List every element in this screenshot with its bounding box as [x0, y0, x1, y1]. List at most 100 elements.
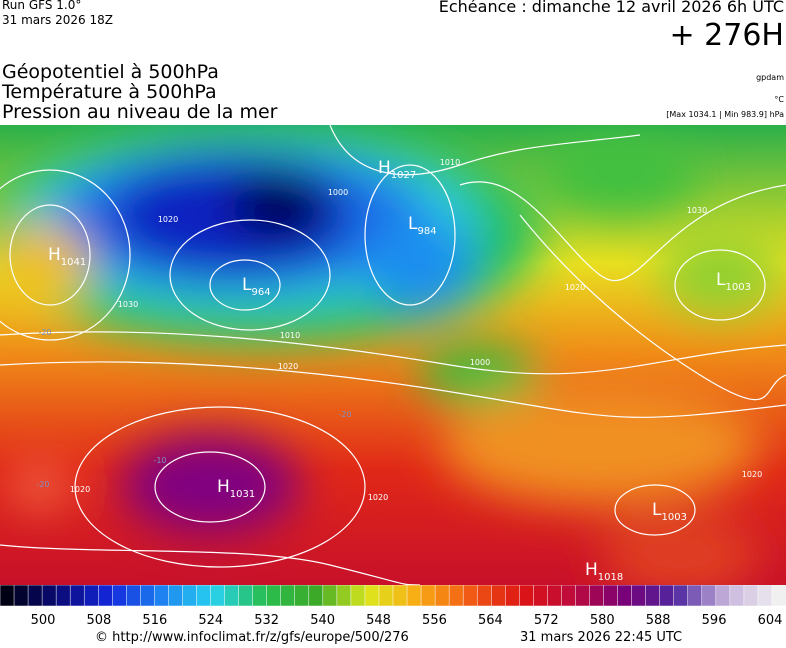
swatch: [182, 585, 198, 607]
scale-label: 532: [254, 613, 279, 628]
unit: [Max 1034.1 | Min 983.9] hPa: [666, 110, 784, 119]
isobar-label: 1020: [278, 362, 298, 371]
swatch: [617, 585, 633, 607]
swatch: [41, 585, 57, 607]
scale-label: 548: [366, 613, 391, 628]
center-kind: L: [716, 270, 726, 290]
scale-label: 580: [590, 613, 615, 628]
swatch: [533, 585, 549, 607]
center-value: 984: [417, 226, 436, 237]
pressure-center: L1003: [716, 270, 751, 293]
swatch: [224, 585, 240, 607]
field: Température à 500hPa: [2, 81, 217, 103]
unit: °C: [774, 95, 784, 104]
swatch: [266, 585, 282, 607]
swatch: [547, 585, 563, 607]
swatch: [476, 585, 493, 607]
temperature-label: -20: [338, 410, 351, 419]
swatch: [701, 585, 717, 607]
swatch: [196, 585, 212, 607]
swatch: [729, 585, 745, 607]
valid-time: Echéance : dimanche 12 avril 2026 6h UTC: [438, 0, 784, 16]
center-kind: H: [217, 477, 230, 497]
swatch: [168, 585, 184, 607]
pressure-center: L1003: [652, 500, 687, 523]
scale-label: 572: [534, 613, 559, 628]
swatch: [238, 585, 254, 607]
pressure-center: H1018: [585, 560, 623, 583]
swatch: [336, 585, 352, 607]
center-kind: L: [408, 214, 418, 234]
isobar-label: 1020: [742, 470, 762, 479]
issued: 31 mars 2026 22:45 UTC: [520, 630, 683, 645]
map: H1027L984H1041L964L1003H1031L1003H101810…: [0, 125, 786, 585]
swatch: [322, 585, 338, 607]
isobar-label: 1030: [118, 300, 138, 309]
scale-label: 524: [198, 613, 223, 628]
lead-time: + 276H: [669, 18, 785, 53]
isobar-label: 1020: [565, 283, 585, 292]
scale-label: 508: [87, 613, 112, 628]
swatch: [589, 585, 605, 607]
swatch: [743, 585, 759, 607]
swatch: [659, 585, 675, 607]
field: Pression au niveau de la mer: [2, 101, 278, 123]
center-value: 1031: [230, 489, 255, 500]
center-kind: H: [378, 158, 391, 178]
isobar-label: 1020: [368, 493, 388, 502]
swatch: [55, 585, 71, 607]
isobar-label: 1000: [328, 188, 348, 197]
swatch: [210, 585, 226, 607]
source: © http://www.infoclimat.fr/z/gfs/europe/…: [95, 630, 409, 645]
temperature-label: -20: [38, 328, 51, 337]
swatch: [687, 585, 703, 607]
swatch: [392, 585, 408, 607]
field: Géopotentiel à 500hPa: [2, 61, 219, 83]
swatch: [154, 585, 170, 607]
scale-label: 604: [758, 613, 783, 628]
center-kind: H: [48, 245, 61, 265]
swatch: [645, 585, 661, 607]
swatch: [98, 585, 114, 607]
center-value: 1027: [391, 170, 416, 181]
color-scale: 500 508 516 524 532 540 548 556 564 572 580 588 596 6…: [0, 585, 786, 628]
swatch: [448, 585, 464, 607]
swatch: [294, 585, 310, 607]
run: Run GFS 1.0°: [2, 0, 82, 12]
scale-label: 500: [31, 613, 56, 628]
swatch: [715, 585, 731, 607]
swatch: [350, 585, 366, 607]
swatch: [140, 585, 156, 607]
scale-label: 540: [310, 613, 335, 628]
center-value: 1041: [61, 257, 86, 268]
isobar-label: 1020: [70, 485, 90, 494]
unit: gpdam: [756, 73, 784, 82]
center-kind: L: [242, 275, 252, 295]
scale-label: 556: [422, 613, 447, 628]
isobar-label: 1010: [280, 331, 300, 340]
swatch: [364, 585, 380, 607]
swatch: [252, 585, 268, 607]
swatch: [420, 585, 436, 607]
pressure-center: L984: [408, 214, 437, 237]
swatch: [69, 585, 85, 607]
swatch: [406, 585, 422, 607]
swatch: [27, 585, 43, 607]
swatch: [378, 585, 394, 607]
swatch: [771, 585, 786, 607]
swatch: [126, 585, 142, 607]
swatch: [673, 585, 689, 607]
center-kind: H: [585, 560, 598, 580]
center-value: 964: [251, 287, 270, 298]
center-value: 1003: [661, 512, 686, 523]
swatch: [519, 585, 535, 607]
isobar-label: 1030: [687, 206, 707, 215]
temperature-label: -20: [36, 480, 49, 489]
scale-label: 516: [142, 613, 167, 628]
swatch: [757, 585, 773, 607]
swatch: [0, 585, 15, 607]
swatch: [561, 585, 577, 607]
swatch: [505, 585, 521, 607]
swatch: [631, 585, 647, 607]
